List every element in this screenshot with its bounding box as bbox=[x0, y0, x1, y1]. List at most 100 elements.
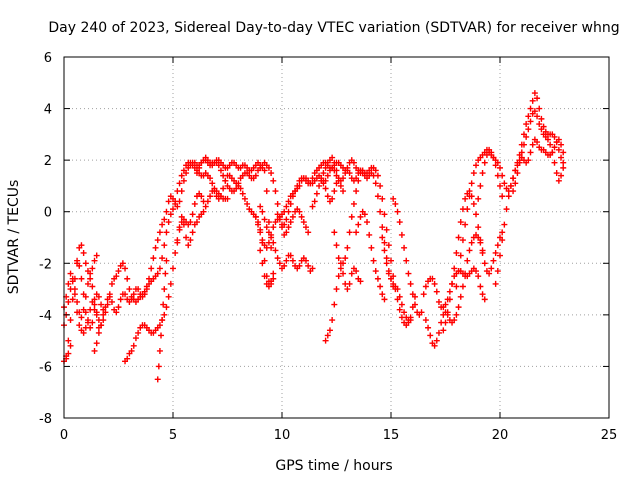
data-point bbox=[466, 193, 473, 200]
data-point bbox=[331, 301, 338, 308]
data-point bbox=[560, 149, 567, 156]
data-point bbox=[446, 288, 453, 295]
data-point bbox=[124, 355, 131, 362]
data-point bbox=[475, 224, 482, 231]
data-point bbox=[281, 221, 288, 228]
data-point bbox=[135, 286, 142, 293]
data-point bbox=[368, 244, 375, 251]
data-point bbox=[156, 229, 163, 236]
data-point bbox=[93, 311, 100, 318]
data-point bbox=[377, 208, 384, 215]
data-point bbox=[174, 203, 181, 210]
data-point bbox=[91, 301, 98, 308]
data-point bbox=[346, 280, 353, 287]
data-point bbox=[200, 208, 207, 215]
data-point bbox=[433, 337, 440, 344]
data-point bbox=[263, 188, 270, 195]
data-point bbox=[346, 170, 353, 177]
data-point bbox=[470, 170, 477, 177]
series-sat-k bbox=[257, 247, 277, 290]
data-point bbox=[178, 172, 185, 179]
data-point bbox=[486, 270, 493, 277]
data-point bbox=[161, 286, 168, 293]
data-point bbox=[422, 317, 429, 324]
data-point bbox=[108, 280, 115, 287]
data-point bbox=[396, 306, 403, 313]
data-point bbox=[302, 257, 309, 264]
data-point bbox=[518, 141, 525, 148]
data-point bbox=[501, 221, 508, 228]
data-point bbox=[296, 262, 303, 269]
grid-lines bbox=[64, 57, 609, 418]
data-point bbox=[287, 252, 294, 259]
data-point bbox=[67, 342, 74, 349]
data-point bbox=[435, 329, 442, 336]
data-point bbox=[442, 301, 449, 308]
data-point bbox=[69, 278, 76, 285]
x-tick-label: 10 bbox=[274, 428, 291, 443]
data-point bbox=[263, 244, 270, 251]
data-point bbox=[377, 283, 384, 290]
data-point bbox=[401, 244, 408, 251]
data-point bbox=[165, 198, 172, 205]
data-point bbox=[165, 219, 172, 226]
data-point bbox=[335, 255, 342, 262]
data-point bbox=[320, 170, 327, 177]
data-point bbox=[313, 190, 320, 197]
data-point bbox=[355, 177, 362, 184]
data-point bbox=[281, 262, 288, 269]
data-point bbox=[385, 242, 392, 249]
data-point bbox=[494, 159, 501, 166]
data-point bbox=[89, 265, 96, 272]
data-point bbox=[340, 175, 347, 182]
data-point bbox=[326, 327, 333, 334]
data-point bbox=[470, 200, 477, 207]
data-point bbox=[95, 293, 102, 300]
x-tick-label: 15 bbox=[383, 428, 400, 443]
data-point bbox=[289, 257, 296, 264]
data-point bbox=[202, 203, 209, 210]
data-point bbox=[76, 322, 83, 329]
data-point bbox=[442, 319, 449, 326]
data-point bbox=[156, 347, 163, 354]
data-point bbox=[307, 180, 314, 187]
data-point bbox=[481, 296, 488, 303]
data-point bbox=[292, 188, 299, 195]
data-point bbox=[503, 206, 510, 213]
data-point bbox=[481, 159, 488, 166]
data-point bbox=[344, 286, 351, 293]
data-point bbox=[405, 270, 412, 277]
data-point bbox=[80, 249, 87, 256]
data-point bbox=[529, 97, 536, 104]
data-point bbox=[464, 257, 471, 264]
data-point bbox=[322, 337, 329, 344]
data-point bbox=[553, 170, 560, 177]
data-point bbox=[501, 180, 508, 187]
data-point bbox=[178, 213, 185, 220]
data-point bbox=[95, 329, 102, 336]
data-point bbox=[93, 252, 100, 259]
data-point bbox=[527, 149, 534, 156]
data-point bbox=[89, 283, 96, 290]
data-point bbox=[344, 244, 351, 251]
data-point bbox=[305, 229, 312, 236]
data-point bbox=[477, 237, 484, 244]
data-point bbox=[510, 175, 517, 182]
data-point bbox=[122, 265, 129, 272]
data-point bbox=[160, 301, 167, 308]
data-point bbox=[455, 304, 462, 311]
data-point bbox=[531, 90, 538, 97]
x-axis-label: GPS time / hours bbox=[275, 458, 392, 474]
data-point bbox=[457, 252, 464, 259]
data-point bbox=[364, 219, 371, 226]
data-point bbox=[435, 298, 442, 305]
data-point bbox=[241, 195, 248, 202]
data-point bbox=[333, 242, 340, 249]
data-point bbox=[383, 255, 390, 262]
data-point bbox=[265, 219, 272, 226]
data-point bbox=[115, 304, 122, 311]
data-point bbox=[318, 177, 325, 184]
data-point bbox=[261, 273, 268, 280]
data-point bbox=[357, 170, 364, 177]
data-point bbox=[87, 275, 94, 282]
